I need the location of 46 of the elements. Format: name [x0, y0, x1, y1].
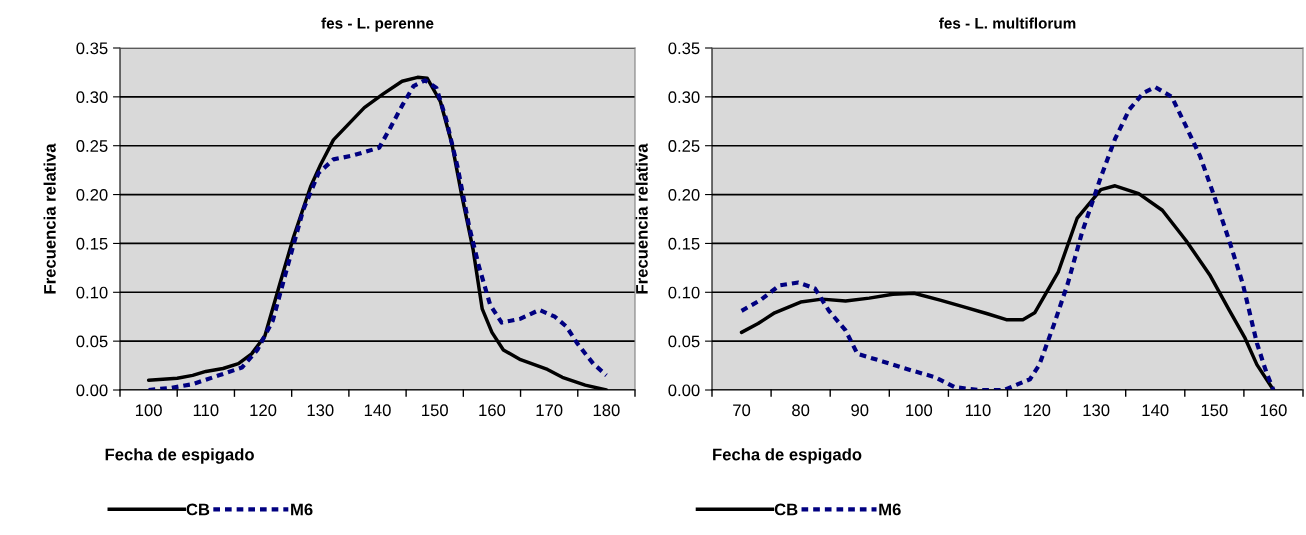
y-tick-label: 0.00	[668, 384, 700, 397]
y-tick-label: 0.20	[668, 188, 700, 201]
x-tick-label: 160	[1260, 404, 1287, 417]
y-tick-label: 0.35	[668, 42, 700, 55]
chart-title: fes - L. perenne	[321, 17, 434, 32]
y-tick-label: 0.10	[76, 286, 108, 299]
x-tick-label: 140	[1142, 404, 1169, 417]
y-tick-label: 0.00	[76, 384, 108, 397]
y-tick-label: 0.30	[668, 91, 700, 104]
x-tick-label: 80	[792, 404, 810, 417]
x-tick-label: 90	[851, 404, 869, 417]
x-tick-label: 110	[965, 404, 991, 417]
chart-title: fes - L. multiflorum	[939, 17, 1076, 29]
legend-label: M6	[879, 503, 901, 516]
x-tick-label: 150	[1201, 404, 1228, 417]
legend-label: M6	[291, 503, 313, 516]
y-tick-label: 0.25	[668, 140, 700, 152]
x-tick-label: 70	[733, 404, 751, 417]
x-tick-label: 170	[536, 404, 563, 417]
y-tick-label: 0.20	[76, 188, 108, 201]
x-tick-label: 110	[193, 404, 219, 417]
y-tick-label: 0.15	[76, 237, 108, 250]
y-tick-label: 0.25	[76, 140, 108, 152]
x-tick-label: 150	[422, 404, 448, 417]
y-tick-label: 0.05	[668, 335, 700, 348]
x-tick-label: 140	[364, 404, 391, 417]
y-axis-title: Frecuencia relativa	[43, 143, 56, 294]
legend-label: CB	[186, 503, 210, 516]
x-tick-label: 130	[307, 404, 334, 417]
x-tick-label: 180	[593, 404, 620, 417]
y-tick-label: 0.15	[668, 237, 700, 250]
y-tick-label: 0.30	[76, 91, 108, 104]
x-tick-label: 100	[906, 404, 933, 417]
x-tick-label: 130	[1083, 404, 1110, 417]
legend-label: CB	[774, 503, 798, 516]
x-tick-label: 100	[135, 404, 162, 417]
y-tick-label: 0.05	[76, 335, 108, 348]
x-axis-title: Fecha de espigado	[105, 448, 254, 464]
x-tick-label: 160	[479, 404, 506, 417]
x-axis-title: Fecha de espigado	[713, 448, 862, 464]
x-tick-label: 120	[250, 404, 277, 417]
y-tick-label: 0.10	[668, 286, 700, 299]
line-series	[739, 85, 1276, 390]
y-tick-label: 0.35	[76, 42, 108, 55]
y-axis-title: Frecuencia relativa	[635, 143, 648, 294]
x-tick-label: 120	[1024, 404, 1051, 417]
